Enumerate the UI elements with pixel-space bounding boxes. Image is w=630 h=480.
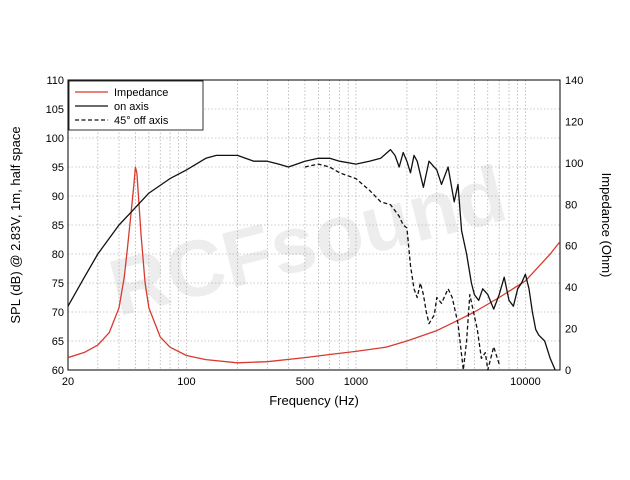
x-tick-label: 100 bbox=[177, 376, 195, 388]
x-tick-label: 10000 bbox=[510, 376, 541, 388]
watermark-logo: RCFsound bbox=[101, 149, 515, 333]
legend-label-off-axis: 45° off axis bbox=[114, 115, 169, 127]
legend: Impedance on axis 45° off axis bbox=[68, 80, 204, 131]
legend-label-impedance: Impedance bbox=[114, 87, 168, 99]
legend-label-on-axis: on axis bbox=[114, 101, 149, 113]
series-line-impedance bbox=[68, 166, 560, 364]
y2-tick-label: 80 bbox=[565, 199, 577, 211]
y2-axis-label: Impedance (Ohm) bbox=[599, 173, 614, 278]
y2-tick-label: 100 bbox=[565, 158, 583, 170]
plot-grid bbox=[68, 80, 560, 370]
x-axis-label: Frequency (Hz) bbox=[269, 393, 359, 408]
y-tick-label: 80 bbox=[52, 249, 64, 261]
plot-frame bbox=[67, 79, 561, 371]
x-tick-label: 20 bbox=[62, 376, 74, 388]
y-tick-labels: 60 65 70 75 80 85 90 95 100 105 110 bbox=[46, 75, 64, 377]
x-tick-label: 1000 bbox=[344, 376, 368, 388]
y2-tick-label: 60 bbox=[565, 241, 577, 253]
y2-tick-label: 120 bbox=[565, 116, 583, 128]
series-layer bbox=[68, 148, 560, 370]
y2-tick-label: 40 bbox=[565, 282, 577, 294]
y-tick-label: 70 bbox=[52, 307, 64, 319]
x-tick-label: 500 bbox=[296, 376, 314, 388]
y-tick-label: 100 bbox=[46, 133, 64, 145]
y-tick-label: 90 bbox=[52, 191, 64, 203]
x-tick-labels: 20 100 500 1000 10000 bbox=[62, 376, 541, 388]
y2-tick-label: 0 bbox=[565, 365, 571, 377]
y2-tick-label: 20 bbox=[565, 324, 577, 336]
y2-tick-labels: 0 20 40 60 80 100 120 140 bbox=[565, 75, 583, 377]
y-tick-label: 65 bbox=[52, 336, 64, 348]
y-tick-label: 75 bbox=[52, 278, 64, 290]
y-tick-label: 105 bbox=[46, 104, 64, 116]
y-tick-label: 85 bbox=[52, 220, 64, 232]
y-tick-label: 110 bbox=[46, 75, 64, 87]
y2-tick-label: 140 bbox=[565, 75, 583, 87]
series-line-on-axis bbox=[68, 148, 556, 370]
series-line-45-off-axis bbox=[304, 163, 500, 370]
y-axis-label: SPL (dB) @ 2.83V, 1m, half space bbox=[8, 126, 23, 323]
y-tick-label: 95 bbox=[52, 162, 64, 174]
y-tick-label: 60 bbox=[52, 365, 64, 377]
